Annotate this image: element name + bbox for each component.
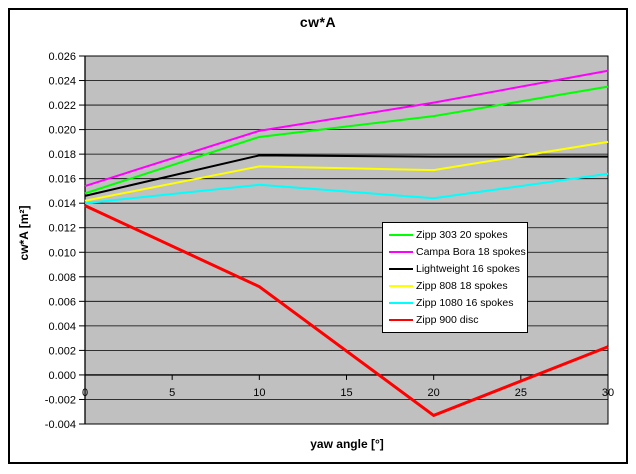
y-tick-label: 0.000 <box>48 370 76 382</box>
y-tick-label: 0.024 <box>48 76 76 88</box>
x-tick-label: 10 <box>253 387 265 399</box>
y-tick-label: 0.002 <box>48 345 76 357</box>
y-tick-label: 0.008 <box>48 272 76 284</box>
legend-label: Lightweight 16 spokes <box>416 262 520 275</box>
legend-swatch <box>389 319 413 322</box>
chart-title: cw*A <box>299 14 337 30</box>
legend-swatch <box>389 233 413 236</box>
legend-item: Lightweight 16 spokes <box>389 261 525 277</box>
series-line-4 <box>84 172 609 205</box>
series-line-3 <box>84 140 609 202</box>
y-tick-label: 0.014 <box>48 198 76 210</box>
x-tick-label: 5 <box>169 387 175 399</box>
y-tick-label: -0.004 <box>45 419 76 431</box>
y-tick-label: 0.026 <box>48 51 76 63</box>
x-axis-title: yaw angle [°] <box>310 437 384 451</box>
legend: Zipp 303 20 spokes Campa Bora 18 spokes Li… <box>382 222 528 333</box>
legend-swatch <box>389 267 413 270</box>
x-tick-label: 20 <box>428 387 440 399</box>
y-tick-label: 0.010 <box>48 247 76 259</box>
legend-swatch <box>389 285 413 288</box>
y-tick-label: 0.022 <box>48 100 76 112</box>
legend-item: Campa Bora 18 spokes <box>389 244 526 260</box>
legend-item: Zipp 1080 16 spokes <box>389 295 525 311</box>
legend-swatch <box>389 250 413 253</box>
y-tick-label: 0.020 <box>48 125 76 137</box>
legend-label: Campa Bora 18 spokes <box>416 245 526 258</box>
series-line-0 <box>84 85 609 195</box>
plot-background <box>84 55 609 425</box>
y-tick-label: 0.006 <box>48 296 76 308</box>
x-tick-label: 25 <box>515 387 527 399</box>
y-tick-label: 0.004 <box>48 321 76 333</box>
series-line-1 <box>84 69 609 187</box>
x-tick-label: 0 <box>82 387 88 399</box>
legend-swatch <box>389 302 413 305</box>
legend-label: Zipp 303 20 spokes <box>416 228 508 241</box>
y-tick-label: 0.018 <box>48 149 76 161</box>
y-tick-label: -0.002 <box>45 394 76 406</box>
y-tick-label: 0.012 <box>48 223 76 235</box>
legend-item: Zipp 900 disc <box>389 312 525 328</box>
x-tick-label: 15 <box>340 387 352 399</box>
legend-label: Zipp 1080 16 spokes <box>416 297 514 310</box>
chart-border <box>8 8 628 464</box>
y-tick-label: 0.016 <box>48 174 76 186</box>
legend-label: Zipp 808 18 spokes <box>416 280 508 293</box>
y-axis-title: cw*A [m²] <box>17 205 31 261</box>
x-tick-label: 30 <box>602 387 614 399</box>
legend-label: Zipp 900 disc <box>416 314 479 327</box>
legend-item: Zipp 303 20 spokes <box>389 227 525 243</box>
legend-item: Zipp 808 18 spokes <box>389 278 525 294</box>
series-line-5 <box>84 204 609 418</box>
